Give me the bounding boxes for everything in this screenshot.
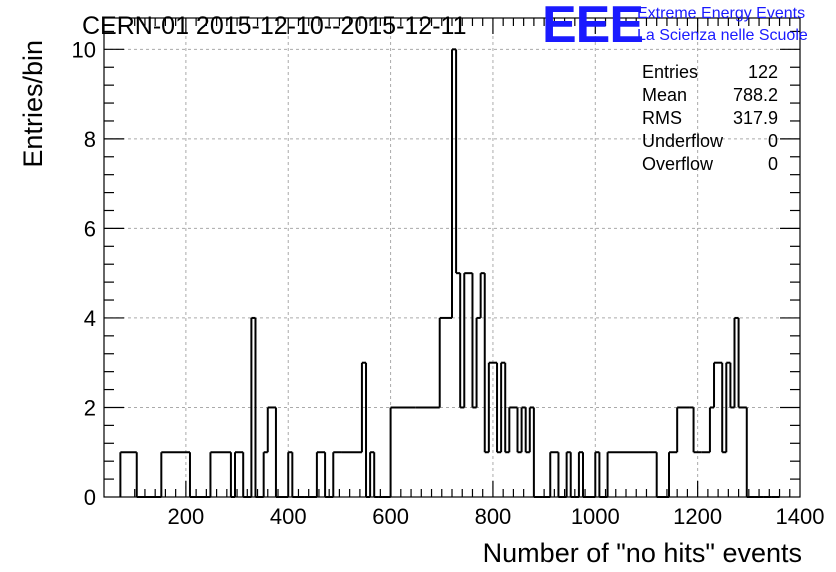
axis-ticks (104, 18, 800, 497)
y-tick-label: 6 (84, 216, 96, 241)
y-tick-label: 10 (72, 37, 96, 62)
y-tick-label: 2 (84, 395, 96, 420)
y-tick-label: 4 (84, 306, 96, 331)
stat-value: 0 (768, 131, 778, 151)
stat-name: Entries (642, 62, 698, 82)
chart-title: CERN-01 2015-12-10--2015-12-11 (82, 12, 466, 40)
x-tick-label: 800 (475, 504, 512, 529)
x-tick-label: 1400 (776, 504, 825, 529)
stat-value: 317.9 (733, 108, 778, 128)
x-tick-label: 400 (270, 504, 307, 529)
axis-tick-labels: 200 400 600 800 1000 1200 1400 0 2 4 6 8 10 (72, 37, 825, 529)
logo-line-1: Extreme Energy Events (637, 5, 805, 22)
x-tick-label: 200 (168, 504, 205, 529)
logo-line-2: La Scienza nelle Scuole (637, 27, 808, 44)
stat-name: Mean (642, 85, 687, 105)
y-axis-label: Entries/bin (18, 40, 48, 168)
stat-name: Overflow (642, 154, 714, 174)
y-tick-label: 0 (84, 485, 96, 510)
x-tick-label: 1000 (571, 504, 620, 529)
stat-value: 788.2 (733, 85, 778, 105)
stat-value: 0 (768, 154, 778, 174)
y-tick-label: 8 (84, 127, 96, 152)
eee-logo-mark: EEE (542, 0, 643, 54)
x-tick-label: 600 (372, 504, 409, 529)
stat-name: RMS (642, 108, 682, 128)
x-tick-label: 1200 (673, 504, 722, 529)
stats-box: Entries 122 Mean 788.2 RMS 317.9 Underflow 0 Ove… (642, 62, 778, 174)
stat-name: Underflow (642, 131, 724, 151)
x-axis-label: Number of "no hits" events (483, 538, 802, 568)
stat-value: 122 (748, 62, 778, 82)
